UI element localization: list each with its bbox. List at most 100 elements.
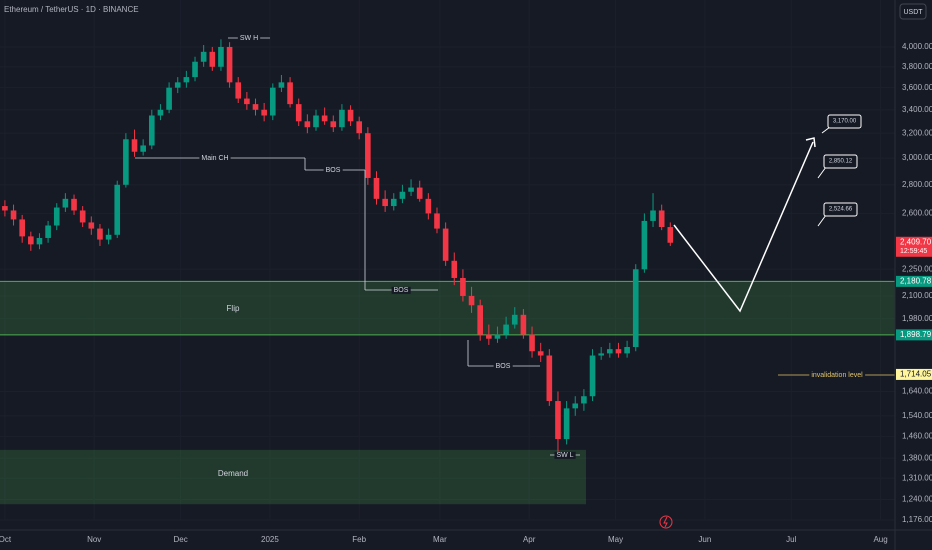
price-tag xyxy=(896,275,932,287)
chart-title: Ethereum / TetherUS · 1D · BINANCE xyxy=(4,5,139,14)
candle-body xyxy=(520,314,527,335)
candle-body xyxy=(166,87,172,110)
annotation-label-bg xyxy=(199,154,231,162)
y-tick-label: 3,200.00 xyxy=(902,128,932,137)
x-tick-label: Aug xyxy=(873,535,887,544)
candle-body xyxy=(494,334,501,339)
candle-body xyxy=(88,222,95,229)
x-tick-label: Feb xyxy=(352,535,366,544)
annotation-label-bg xyxy=(323,166,343,174)
candle-body xyxy=(442,228,449,261)
annotation-label: SW L xyxy=(556,452,573,459)
candle-body xyxy=(667,227,674,243)
y-tick-label: 1,640.00 xyxy=(902,387,932,396)
candle-body xyxy=(607,349,613,354)
candle-body xyxy=(140,145,146,152)
candle-body xyxy=(408,187,414,192)
annotation-label: Main CH xyxy=(201,155,228,162)
candle-body xyxy=(632,269,639,348)
candle-body xyxy=(244,98,250,105)
target-label: 2,850.12 xyxy=(829,159,853,165)
x-tick-label: Jun xyxy=(698,535,711,544)
candle-body xyxy=(304,121,311,128)
candle-body xyxy=(382,198,388,207)
y-tick-label: 2,100.00 xyxy=(902,291,932,300)
candle-body xyxy=(252,104,259,110)
candle-body xyxy=(555,401,561,440)
y-tick-label: 3,400.00 xyxy=(902,105,932,114)
zone-label: Demand xyxy=(218,469,248,478)
candle-body xyxy=(486,334,492,339)
zone-label: Flip xyxy=(227,304,240,313)
candle-body xyxy=(2,206,8,211)
candle-body xyxy=(157,109,164,116)
candle-body xyxy=(399,191,406,199)
candle-body xyxy=(529,334,535,352)
x-tick-label: Jul xyxy=(786,535,796,544)
x-tick-label: May xyxy=(608,535,623,544)
annotation-label-bg xyxy=(809,371,866,379)
candle-body xyxy=(200,51,207,62)
annotation-label: BOS xyxy=(394,287,409,294)
candle-body xyxy=(416,187,423,199)
candle-body xyxy=(148,115,155,146)
y-tick-label: 2,800.00 xyxy=(902,180,932,189)
price-tag-label: 2,409.70 xyxy=(900,237,932,246)
target-box xyxy=(823,202,858,217)
y-tick-label: 1,240.00 xyxy=(902,495,932,504)
candle-body xyxy=(287,82,293,105)
alert-icon[interactable] xyxy=(659,515,673,529)
candle-body xyxy=(183,77,190,83)
y-tick-label: 1,980.00 xyxy=(902,314,932,323)
projection-arrow xyxy=(805,137,816,148)
y-tick-label: 2,250.00 xyxy=(902,264,932,273)
zone xyxy=(0,281,895,335)
currency-box[interactable] xyxy=(899,3,927,20)
y-tick-label: 4,000.00 xyxy=(902,42,932,51)
target-pointer xyxy=(817,166,827,179)
candle-body xyxy=(365,133,371,178)
candle-body xyxy=(36,237,43,245)
y-tick-label: 1,540.00 xyxy=(902,411,932,420)
candle-body xyxy=(451,260,458,278)
price-tag xyxy=(896,368,932,380)
annotation-label: BOS xyxy=(496,363,511,370)
candle-body xyxy=(460,277,466,296)
annotation-label-bg xyxy=(237,34,261,42)
candle-body xyxy=(192,61,198,78)
candle-body xyxy=(53,207,60,226)
candle-body xyxy=(19,219,25,237)
candle-body xyxy=(615,349,622,354)
candle-body xyxy=(174,82,181,88)
y-tick-label: 1,460.00 xyxy=(902,432,932,441)
y-tick-label: 3,600.00 xyxy=(902,83,932,92)
price-tag xyxy=(896,329,932,341)
candle-body xyxy=(425,198,432,214)
candle-body xyxy=(123,139,129,185)
candle-body xyxy=(209,51,216,67)
candle-body xyxy=(624,347,630,354)
candle-body xyxy=(339,109,345,128)
candle-body xyxy=(321,115,328,122)
candle-body xyxy=(313,115,319,128)
price-tag-label: 2,180.78 xyxy=(900,276,932,285)
candle-body xyxy=(295,104,302,122)
annotation-label: BOS xyxy=(326,167,341,174)
candle-body xyxy=(373,177,380,199)
candle-body xyxy=(97,228,103,240)
candle-body xyxy=(218,46,224,67)
candle-body xyxy=(468,295,475,306)
candle-body xyxy=(511,314,518,325)
annotation-label-bg xyxy=(493,362,513,370)
annotation-label: SW H xyxy=(240,35,258,42)
candle-body xyxy=(330,121,337,128)
candle-body xyxy=(503,324,509,335)
candle-body xyxy=(79,210,86,223)
price-tag xyxy=(896,236,932,257)
y-tick-label: 1,380.00 xyxy=(902,453,932,462)
candle-body xyxy=(581,396,587,404)
candle-body xyxy=(105,234,112,240)
target-box xyxy=(827,114,862,129)
x-tick-label: Oct xyxy=(0,535,12,544)
candle-body xyxy=(261,109,267,116)
